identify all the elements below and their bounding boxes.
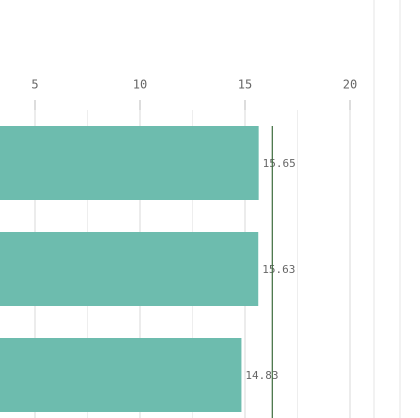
x-tick-label: 10: [133, 78, 147, 92]
value-label: 15.65: [263, 157, 296, 170]
value-label: 15.63: [262, 263, 295, 276]
bar: [0, 338, 242, 412]
bar: [0, 126, 259, 200]
x-tick-label: 20: [343, 78, 357, 92]
bar: [0, 232, 259, 306]
x-tick-label: 15: [238, 78, 252, 92]
x-tick-label: 5: [31, 78, 38, 92]
value-label: 14.83: [245, 369, 278, 382]
